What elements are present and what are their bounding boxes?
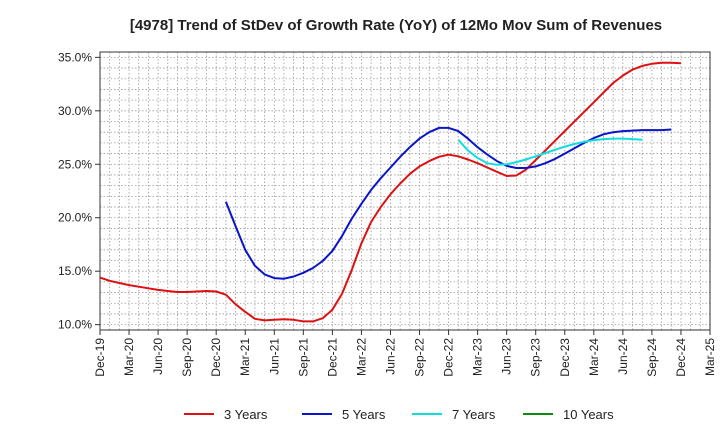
grid bbox=[99, 52, 711, 330]
series-lines bbox=[99, 61, 682, 323]
x-tick-label: Jun-20 bbox=[151, 338, 165, 375]
y-tick-label: 25.0% bbox=[58, 157, 92, 171]
x-tick-label: Sep-21 bbox=[296, 338, 310, 377]
x-tick-label: Jun-23 bbox=[500, 338, 514, 375]
x-tick-label: Sep-24 bbox=[645, 338, 659, 377]
series-line-3-years bbox=[99, 61, 682, 323]
x-tick-label: Dec-20 bbox=[209, 338, 223, 377]
x-tick-label: Jun-24 bbox=[616, 338, 630, 375]
x-tick-label: Mar-20 bbox=[122, 338, 136, 376]
x-axis: Dec-19 Mar-20 Jun-20 Sep-20 Dec-20 Mar-21 Jun-… bbox=[93, 330, 717, 377]
x-tick-label: Jun-21 bbox=[267, 338, 281, 375]
legend: 3 Years 5 Years 7 Years 10 Years bbox=[184, 407, 614, 422]
chart-title: [4978] Trend of StDev of Growth Rate (Yo… bbox=[130, 17, 662, 34]
y-tick-label: 20.0% bbox=[58, 211, 92, 225]
plot-frame bbox=[99, 51, 711, 331]
x-tick-label: Sep-22 bbox=[413, 338, 427, 377]
y-tick-label: 35.0% bbox=[58, 50, 92, 64]
y-tick-label: 15.0% bbox=[58, 264, 92, 278]
x-tick-label: Mar-22 bbox=[354, 338, 368, 376]
x-tick-label: Sep-20 bbox=[180, 338, 194, 377]
y-tick-label: 30.0% bbox=[58, 104, 92, 118]
x-tick-label: Sep-23 bbox=[529, 338, 543, 377]
y-axis: 10.0% 15.0% 20.0% 25.0% 30.0% 35.0% bbox=[58, 50, 100, 332]
x-tick-label: Dec-24 bbox=[674, 338, 688, 377]
series-line-7-years bbox=[457, 137, 643, 166]
x-tick-label: Mar-24 bbox=[587, 338, 601, 376]
legend-label-10-years: 10 Years bbox=[563, 407, 614, 422]
x-tick-label: Mar-23 bbox=[471, 338, 485, 376]
x-tick-label: Jun-22 bbox=[383, 338, 397, 375]
x-tick-label: Mar-21 bbox=[238, 338, 252, 376]
legend-label-3-years: 3 Years bbox=[224, 407, 268, 422]
x-tick-label: Dec-21 bbox=[325, 338, 339, 377]
y-tick-label: 10.0% bbox=[58, 318, 92, 332]
x-tick-label: Mar-25 bbox=[703, 338, 717, 376]
x-tick-label: Dec-22 bbox=[442, 338, 456, 377]
legend-label-5-years: 5 Years bbox=[342, 407, 386, 422]
x-tick-label: Dec-23 bbox=[558, 338, 572, 377]
legend-label-7-years: 7 Years bbox=[452, 407, 496, 422]
x-tick-label: Dec-19 bbox=[93, 338, 107, 377]
series-line-5-years bbox=[224, 126, 672, 280]
